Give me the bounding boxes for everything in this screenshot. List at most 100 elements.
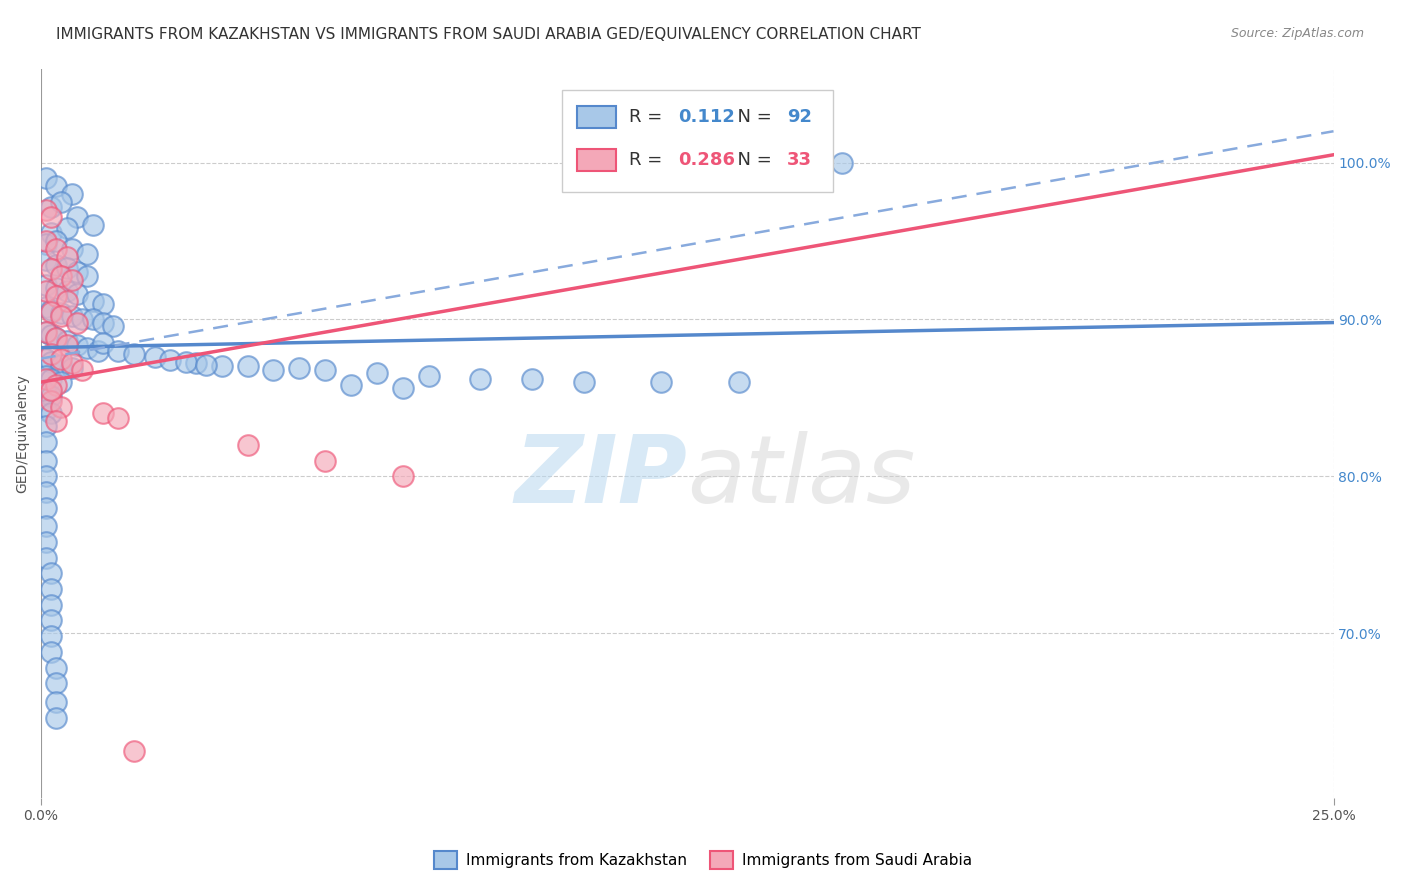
Point <box>55 293 77 308</box>
Text: 0.286: 0.286 <box>678 151 735 169</box>
Point <box>831 155 853 169</box>
Point <box>82 219 104 233</box>
Point <box>314 362 336 376</box>
FancyBboxPatch shape <box>562 90 834 193</box>
Point <box>236 438 259 452</box>
Point <box>728 375 751 389</box>
Text: Source: ZipAtlas.com: Source: ZipAtlas.com <box>1230 27 1364 40</box>
Point <box>70 312 93 326</box>
Point <box>35 325 58 339</box>
Point <box>66 287 89 301</box>
Point <box>35 386 58 401</box>
Point <box>45 695 67 709</box>
Point <box>35 277 58 292</box>
Point <box>470 372 492 386</box>
Point <box>39 645 62 659</box>
Point <box>35 535 58 549</box>
Point <box>418 368 440 383</box>
Point <box>55 221 77 235</box>
Point <box>650 375 672 389</box>
Text: ZIP: ZIP <box>515 431 688 523</box>
Point <box>35 500 58 515</box>
Point <box>314 453 336 467</box>
Point <box>103 318 125 333</box>
Point <box>391 469 413 483</box>
Point <box>391 381 413 395</box>
Point <box>107 411 129 425</box>
Point <box>35 284 58 298</box>
Point <box>91 316 114 330</box>
Point <box>184 356 207 370</box>
Point <box>39 211 62 225</box>
Point <box>39 372 62 386</box>
Point <box>91 297 114 311</box>
Point <box>35 234 58 248</box>
Point <box>45 414 67 428</box>
Point <box>51 194 73 209</box>
Point <box>39 262 62 277</box>
Point <box>55 337 77 351</box>
Point <box>45 378 67 392</box>
Point <box>66 211 89 225</box>
Point <box>107 343 129 358</box>
Point <box>39 614 62 628</box>
Point <box>35 372 58 386</box>
Point <box>45 331 67 345</box>
Point <box>35 300 58 314</box>
Point <box>39 389 62 403</box>
Point <box>174 355 197 369</box>
Point <box>35 519 58 533</box>
Point <box>35 550 58 565</box>
Point <box>211 359 233 374</box>
Point <box>39 355 62 369</box>
FancyBboxPatch shape <box>578 106 616 128</box>
Point <box>86 343 108 358</box>
Point <box>39 347 62 361</box>
Point <box>82 293 104 308</box>
Text: 33: 33 <box>787 151 811 169</box>
Point <box>39 383 62 397</box>
Point <box>366 366 388 380</box>
Point <box>39 200 62 214</box>
Point <box>35 351 58 366</box>
Point <box>60 356 83 370</box>
Point <box>45 281 67 295</box>
Point <box>122 347 145 361</box>
Y-axis label: GED/Equivalency: GED/Equivalency <box>15 374 30 492</box>
Point <box>51 310 73 324</box>
Point <box>70 362 93 376</box>
Point <box>66 337 89 351</box>
Point <box>60 242 83 256</box>
Point <box>39 303 62 318</box>
Point <box>66 265 89 279</box>
Point <box>39 629 62 643</box>
Point <box>35 434 58 449</box>
Text: 0.112: 0.112 <box>678 108 735 127</box>
Point <box>35 419 58 434</box>
Point <box>159 353 181 368</box>
Point <box>39 226 62 240</box>
Point <box>236 359 259 374</box>
Point <box>35 252 58 267</box>
Point <box>51 268 73 283</box>
Point <box>60 310 83 324</box>
Point <box>45 676 67 690</box>
Point <box>45 179 67 194</box>
Point <box>35 202 58 217</box>
Point <box>45 289 67 303</box>
Point <box>35 368 58 383</box>
Point <box>45 711 67 725</box>
Point <box>143 350 166 364</box>
Point <box>55 250 77 264</box>
Point <box>520 372 543 386</box>
Point <box>60 361 83 376</box>
Point <box>51 306 73 320</box>
Point <box>82 312 104 326</box>
Point <box>340 378 363 392</box>
Text: N =: N = <box>725 151 778 169</box>
Point <box>39 582 62 596</box>
Point <box>76 341 98 355</box>
Point <box>39 393 62 408</box>
FancyBboxPatch shape <box>578 149 616 170</box>
Point <box>35 484 58 499</box>
